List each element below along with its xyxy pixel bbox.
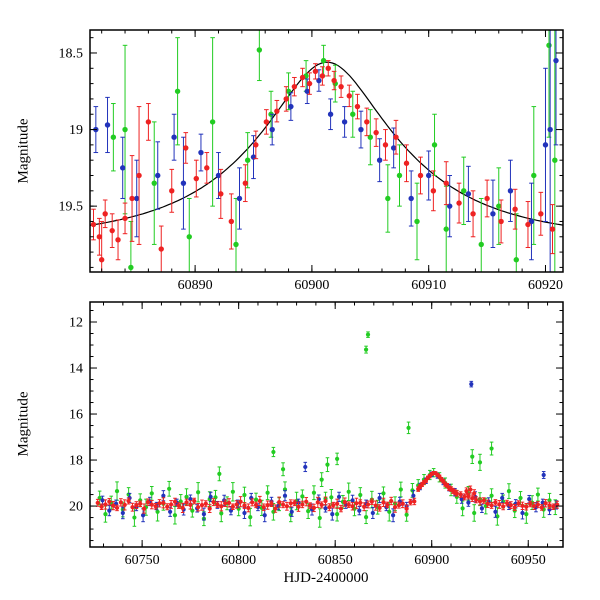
- hjd-axis-label: HJD-2400000: [283, 570, 369, 586]
- svg-text:16: 16: [69, 408, 83, 423]
- svg-text:18.5: 18.5: [59, 46, 84, 61]
- svg-text:60950: 60950: [511, 553, 546, 568]
- top-magnitude-axis-label: Magnitude: [15, 118, 32, 184]
- bottom-magnitude-axis-label: Magnitude: [15, 391, 32, 457]
- svg-text:60800: 60800: [221, 553, 256, 568]
- svg-text:20: 20: [69, 500, 83, 515]
- svg-text:19: 19: [69, 123, 83, 138]
- svg-text:14: 14: [69, 362, 83, 377]
- svg-text:19.5: 19.5: [59, 200, 84, 215]
- svg-text:12: 12: [69, 316, 83, 331]
- svg-text:60910: 60910: [411, 278, 446, 293]
- svg-text:60750: 60750: [125, 553, 160, 568]
- svg-text:60850: 60850: [318, 553, 353, 568]
- svg-text:60900: 60900: [294, 278, 329, 293]
- svg-text:18: 18: [69, 454, 83, 469]
- svg-text:60900: 60900: [414, 553, 449, 568]
- svg-text:60890: 60890: [178, 278, 213, 293]
- svg-text:60920: 60920: [528, 278, 563, 293]
